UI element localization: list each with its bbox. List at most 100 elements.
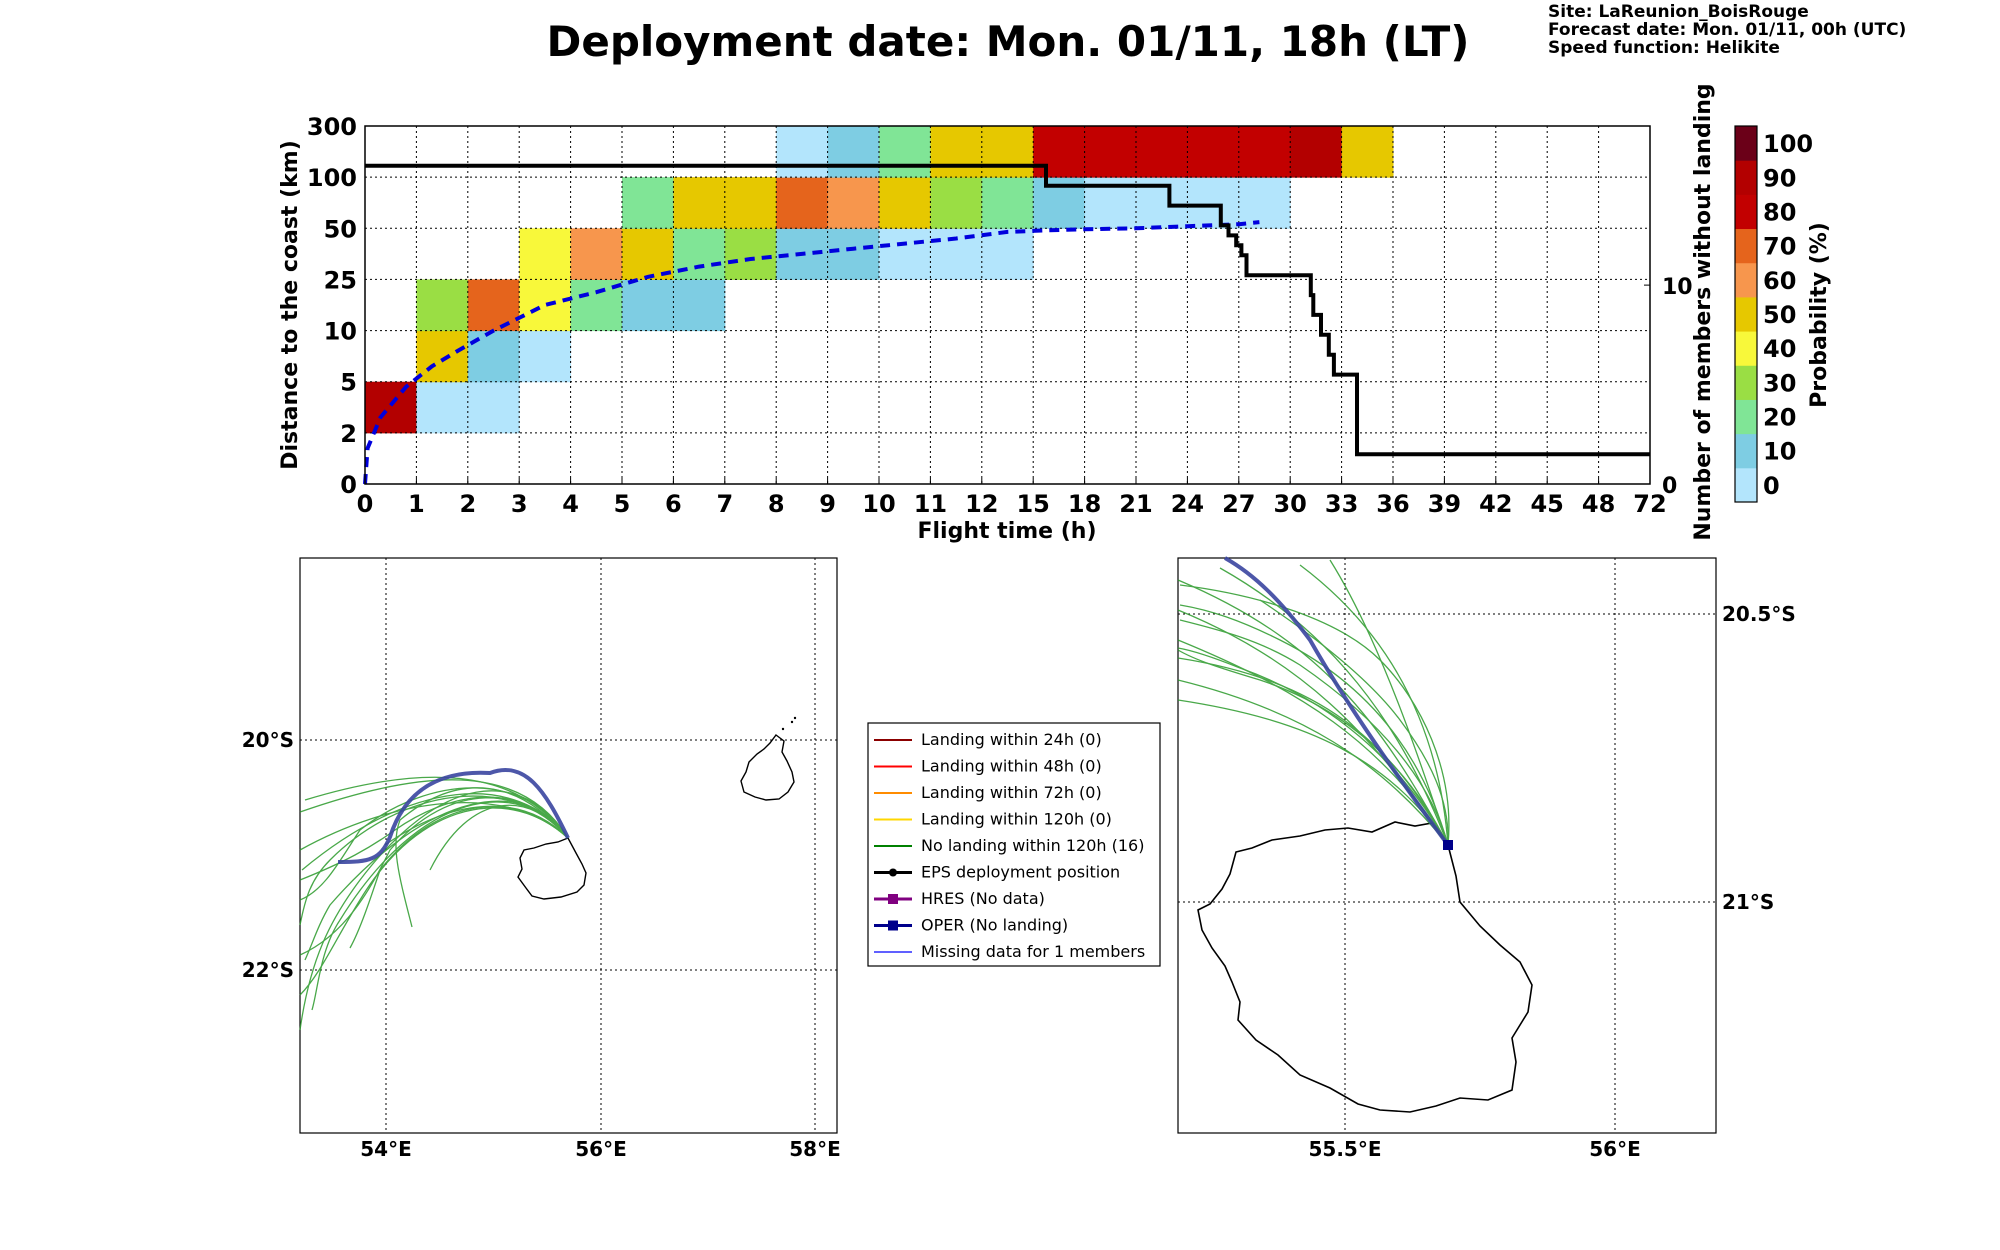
lon-label: 56°E [1589,1137,1641,1161]
chart-gridlines [365,126,1650,484]
legend-label: Landing within 72h (0) [921,783,1102,802]
colorbar-segment [1735,194,1757,230]
colorbar-tick-label: 70 [1763,233,1796,261]
heatmap-cell [416,330,469,383]
median-distance-line [363,220,1260,485]
heatmap-cell [1187,126,1240,178]
colorbar-label: Probability (%) [1807,222,1832,408]
colorbar-tick-label: 50 [1763,301,1796,329]
oper-trajectory-left [337,767,570,864]
heatmap-cell [1136,126,1188,178]
x-tick-label: 30 [1273,490,1306,518]
colorbar-segment [1735,296,1757,332]
heatmap-cell [467,279,520,332]
legend-label: Landing within 24h (0) [921,730,1102,749]
legend-entry: Landing within 120h (0) [874,810,1112,829]
legend-label: Landing within 48h (0) [921,757,1102,776]
x-tick-label: 9 [819,490,836,518]
legend-entry: HRES (No data) [874,889,1045,908]
y-tick-label: 100 [307,164,357,192]
x-tick-label: 11 [914,490,947,518]
x-tick-label: 15 [1016,490,1049,518]
left-map-frame [299,557,838,1134]
heatmap-cell [622,177,674,229]
forecast-date: Forecast date: Mon. 01/11, 00h (UTC) [1548,20,1906,40]
member-trajectory [1177,657,1449,846]
member-trajectory [395,787,569,928]
legend-marker [888,894,898,904]
heatmap-cell [519,330,572,383]
member-trajectory [304,776,569,839]
lon-label: 56°E [575,1137,627,1161]
legend-entry: OPER (No landing) [874,916,1068,935]
member-trajectory [1177,679,1449,846]
legend-label: No landing within 120h (16) [921,836,1144,855]
x-tick-label: 72 [1633,490,1666,518]
legend-entry: Missing data for 1 members [874,942,1145,961]
y-tick-label: 0 [340,471,357,499]
heatmap-cell [416,381,469,434]
x-tick-label: 5 [614,490,631,518]
x-tick-label: 4 [562,490,579,518]
local-trajectory-map [1177,556,1717,1134]
x-tick-label: 18 [1068,490,1101,518]
x-tick-label: 8 [768,490,785,518]
colorbar-tick-labels: 0 10 20 30 40 50 60 70 80 90 100 [1763,130,1813,500]
heatmap-cell [519,279,572,332]
member-trajectory [1179,584,1450,846]
heatmap-cell [827,126,880,178]
colorbar-tick-label: 40 [1763,335,1796,363]
speed-function: Speed function: Helikite [1548,38,1780,58]
x-tick-label: 45 [1530,490,1563,518]
heatmap-cell [1033,126,1086,178]
x-tick-label: 36 [1376,490,1409,518]
heatmap-cell [416,279,469,332]
heatmap-cell [673,177,726,229]
y-tick-label: 2 [340,420,357,448]
legend-label: HRES (No data) [921,889,1045,908]
member-trajectory [1219,567,1449,846]
heatmap-cell [1238,177,1291,229]
heatmap-cell [776,126,829,178]
member-trajectory [1177,649,1449,846]
colorbar-segment [1735,399,1757,435]
heatmap-cells [365,126,1394,434]
heatmap-cell [1341,126,1394,178]
heatmap-cell [365,381,417,434]
colorbar-tick-label: 80 [1763,198,1796,226]
member-trajectories-right [1177,559,1450,846]
colorbar-tick-label: 100 [1763,130,1813,158]
legend-box [867,722,1161,967]
colorbar-tick-label: 90 [1763,164,1796,192]
x-tick-label: 39 [1428,490,1461,518]
member-trajectory [1179,619,1449,846]
lon-label: 58°E [789,1137,841,1161]
figure-title: Deployment date: Mon. 01/11, 18h (LT) [546,17,1469,66]
y-tick-label: 25 [324,266,357,294]
x-tick-label: 0 [357,490,374,518]
member-trajectory [1179,604,1449,846]
member-trajectories-left [299,776,569,1031]
x-tick-label: 2 [459,490,476,518]
y-axis-label: Distance to the coast (km) [278,140,303,470]
x-tick-label: 12 [965,490,998,518]
colorbar-tick-label: 10 [1763,438,1796,466]
colorbar-tick-label: 20 [1763,404,1796,432]
heatmap-cell [467,330,520,383]
x-tick-label: 10 [862,490,895,518]
heatmap-cell [981,126,1034,178]
y-tick-label: 300 [307,113,357,141]
y2-axis-label: Number of members without landing [1691,83,1716,540]
colorbar-segment [1735,126,1757,161]
mauritius-coastline [740,734,795,801]
lat-label: 20.5°S [1722,602,1796,626]
x-tick-label: 33 [1325,490,1358,518]
mauritius-islet [793,716,797,720]
heatmap-cell [1290,126,1343,178]
members-without-landing-line [365,163,1650,457]
reunion-coastline-large [1197,821,1533,1113]
heatmap-cell [981,228,1034,280]
heatmap-cell [570,228,623,280]
colorbar-segment [1735,467,1757,503]
